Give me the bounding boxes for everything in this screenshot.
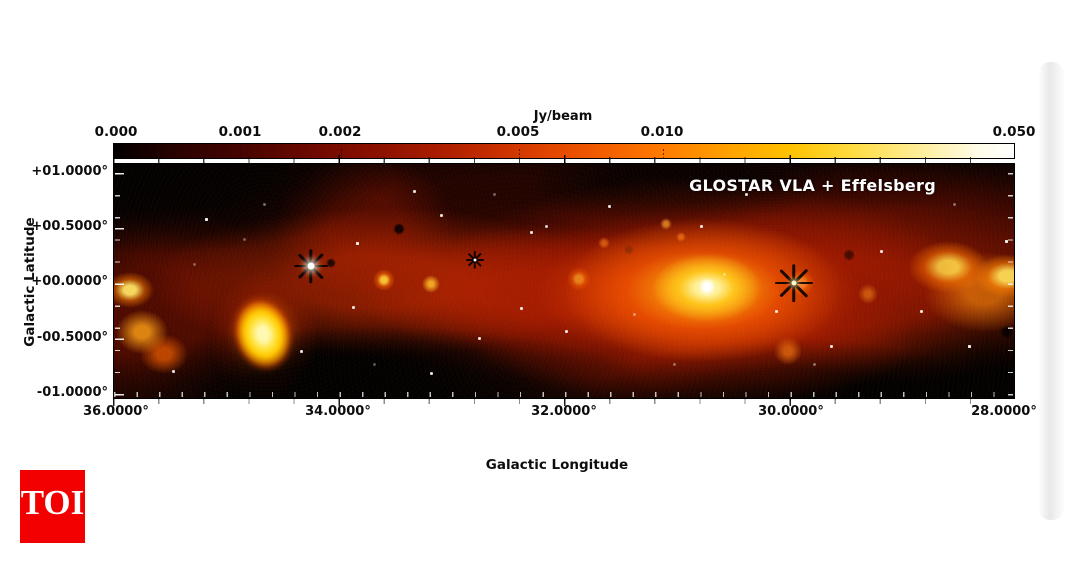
survey-annotation: GLOSTAR VLA + Effelsberg — [689, 176, 936, 195]
point-source-core — [791, 280, 797, 286]
point-source-artifact — [294, 249, 328, 283]
y-tick-label: +01.0000° — [31, 164, 108, 179]
x-axis-title: Galactic Longitude — [485, 457, 629, 473]
colorbar-tick-mark — [241, 149, 242, 158]
point-source-core — [307, 262, 315, 270]
y-tick-label: +00.0000° — [31, 274, 108, 289]
x-tick-label: 34.0000° — [305, 404, 371, 419]
y-axis-title: Galactic Latitude — [22, 217, 38, 347]
galactic-plane-heatmap: GLOSTAR VLA + Effelsberg — [113, 163, 1015, 399]
colorbar-title: Jy/beam — [533, 109, 593, 124]
colorbar-tick-label: 0.005 — [496, 124, 540, 140]
y-tick-label: -00.5000° — [36, 330, 108, 345]
colorbar-tick-label: 0.050 — [992, 124, 1036, 140]
colorbar-tick-label: 0.010 — [640, 124, 684, 140]
point-source-artifact — [466, 251, 484, 269]
x-tick-label: 32.0000° — [531, 404, 597, 419]
colorbar-tick-mark — [663, 149, 664, 158]
y-tick-label: -01.0000° — [36, 385, 108, 400]
colorbar-tick-label: 0.000 — [94, 124, 138, 140]
x-tick-label: 36.0000° — [83, 404, 149, 419]
colorbar-tick-mark — [341, 149, 342, 158]
point-source-core — [473, 258, 477, 262]
colorbar-tick-label: 0.002 — [318, 124, 362, 140]
colorbar-gradient — [113, 143, 1015, 159]
x-tick-label: 30.0000° — [758, 404, 824, 419]
colorbar-tick-label: 0.001 — [218, 124, 262, 140]
x-tick-label: 28.0000° — [971, 404, 1037, 419]
point-source-artifact — [775, 264, 813, 302]
colorbar-tick-mark — [519, 149, 520, 158]
page-shadow-strip — [1038, 62, 1064, 520]
toi-watermark-logo: TOI — [20, 470, 85, 543]
compact-sources-faint — [114, 164, 115, 165]
y-tick-label: +00.5000° — [31, 219, 108, 234]
